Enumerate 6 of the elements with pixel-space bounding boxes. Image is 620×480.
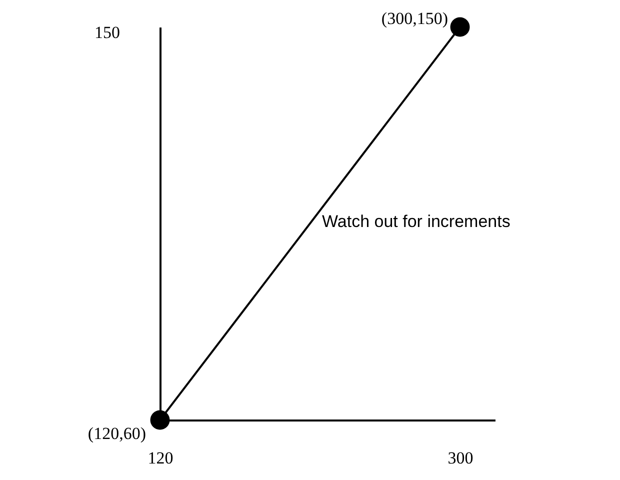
x-tick-label: 120: [148, 448, 174, 468]
annotation: (300,150): [381, 9, 448, 28]
annotation: Watch out for increments: [322, 212, 510, 231]
x-tick-label: 300: [448, 448, 474, 468]
text: 150: [94, 23, 120, 42]
annotation: (120,60): [88, 424, 146, 443]
